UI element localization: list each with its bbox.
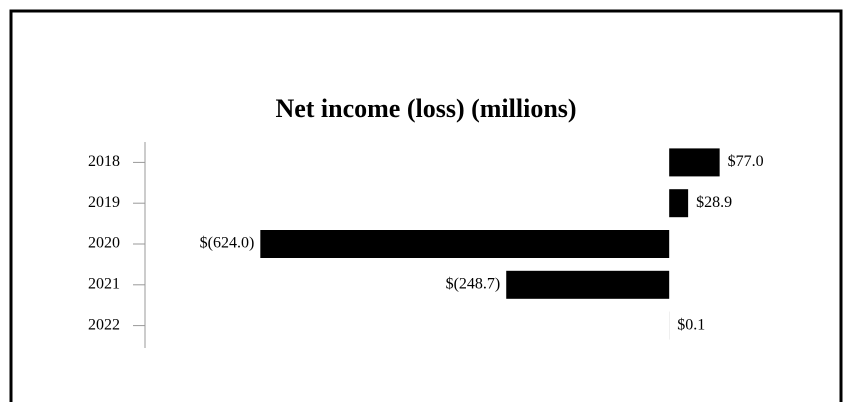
y-tick-label: 2018 [88, 153, 120, 170]
y-tick-label: 2019 [88, 194, 120, 211]
data-label: $(248.7) [446, 275, 501, 292]
y-tick-label: 2022 [88, 316, 120, 333]
bar [669, 148, 720, 177]
chart-title: Net income (loss) (millions) [275, 94, 576, 123]
bar [669, 189, 689, 218]
data-label: $77.0 [728, 153, 764, 170]
y-tick-label: 2020 [88, 235, 120, 252]
y-tick-label: 2021 [88, 275, 120, 292]
data-label: $(624.0) [200, 235, 255, 252]
chart-frame [9, 9, 843, 402]
bar [260, 230, 670, 258]
data-label: $0.1 [677, 316, 705, 333]
bar [506, 270, 670, 299]
data-label: $28.9 [696, 194, 732, 211]
